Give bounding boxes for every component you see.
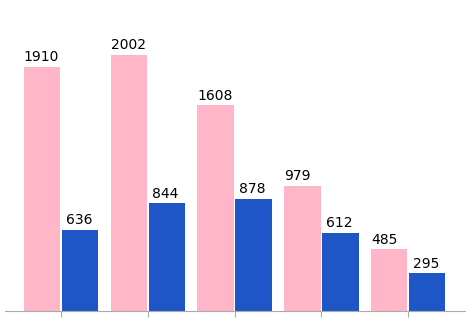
Text: 636: 636 [65, 213, 92, 227]
Text: 1910: 1910 [24, 50, 59, 64]
Text: 612: 612 [326, 216, 352, 230]
Bar [197, 105, 234, 311]
Text: 1608: 1608 [197, 89, 233, 103]
Bar [236, 199, 272, 311]
Bar [371, 249, 407, 311]
Text: 844: 844 [152, 187, 179, 201]
Bar [409, 273, 446, 311]
Bar [110, 55, 147, 311]
Text: 2002: 2002 [110, 38, 146, 52]
Bar [284, 186, 320, 311]
Bar [322, 233, 359, 311]
Text: 485: 485 [371, 233, 397, 247]
Bar [24, 67, 60, 311]
Bar [149, 203, 185, 311]
Text: 979: 979 [284, 169, 310, 183]
Bar [62, 230, 99, 311]
Text: 878: 878 [239, 182, 265, 196]
Text: 295: 295 [413, 257, 439, 271]
